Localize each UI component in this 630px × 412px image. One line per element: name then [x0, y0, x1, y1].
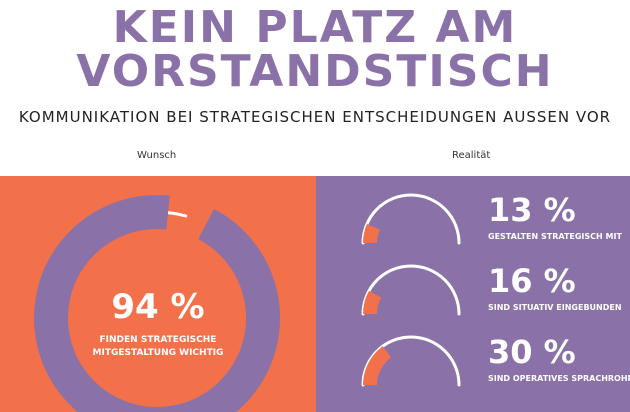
realitaet-caption-3: SIND OPERATIVES SPRACHROHR — [488, 374, 630, 383]
title-line-1: KEIN PLATZ AM — [112, 2, 518, 53]
wunsch-caption-line-2: MITGESTALTUNG WICHTIG — [92, 348, 224, 358]
realitaet-value-arc-2 — [363, 290, 382, 315]
wunsch-value-arc — [34, 195, 280, 412]
wunsch-remainder-arc — [166, 211, 188, 218]
wunsch-caption-line-1: FINDEN STRATEGISCHE — [99, 335, 217, 345]
realitaet-track-arc-1 — [361, 193, 461, 245]
realitaet-percent-label-2: 16 % — [488, 262, 576, 300]
column-label-wunsch: Wunsch — [137, 150, 177, 161]
realitaet-value-arc-1 — [363, 223, 380, 244]
realitaet-caption-1: GESTALTEN STRATEGISCH MIT — [488, 232, 622, 241]
wunsch-percent-label: 94 % — [111, 287, 205, 327]
subtitle: KOMMUNIKATION BEI STRATEGISCHEN ENTSCHEI… — [18, 108, 612, 126]
realitaet-percent-label-3: 30 % — [488, 333, 576, 371]
realitaet-percent-label-1: 13 % — [488, 191, 576, 229]
realitaet-caption-2: SIND SITUATIV EINGEBUNDEN — [488, 303, 622, 312]
column-label-realitaet: Realität — [452, 150, 491, 161]
title-line-2: VORSTANDSTISCH — [76, 46, 554, 97]
realitaet-value-arc-3 — [363, 346, 392, 386]
